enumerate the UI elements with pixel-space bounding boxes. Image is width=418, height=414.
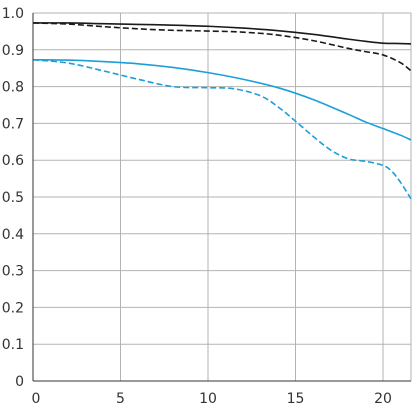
x-tick-label: 10 <box>199 391 217 407</box>
x-tick-label: 0 <box>32 391 41 407</box>
x-tick-label: 15 <box>287 391 305 407</box>
y-tick-label: 0.7 <box>2 116 24 132</box>
series-layer <box>32 22 412 200</box>
y-tick-label: 0.1 <box>2 337 24 353</box>
series-line-2 <box>32 22 412 72</box>
series-line-1 <box>32 22 412 45</box>
series-line-4 <box>32 58 412 200</box>
grid <box>33 12 412 381</box>
y-tick-label: 0.8 <box>2 80 24 96</box>
y-tick-label: 0.2 <box>2 300 24 316</box>
y-tick-label: 1.0 <box>2 6 24 22</box>
axes <box>32 13 411 382</box>
y-tick-label: 0 <box>15 374 24 390</box>
y-tick-label: 0.6 <box>2 153 24 169</box>
tick-labels: 0 0.1 0.2 0.3 0.4 0.5 0.6 0.7 0.8 0.9 1.0 0 5 10 15 20 <box>2 6 392 407</box>
x-tick-label: 20 <box>374 391 392 407</box>
y-tick-label: 0.3 <box>2 264 24 280</box>
series-line-3 <box>32 58 412 141</box>
y-tick-label: 0.5 <box>2 190 24 206</box>
y-tick-label: 0.9 <box>2 43 24 59</box>
y-tick-label: 0.4 <box>2 227 24 243</box>
x-tick-label: 5 <box>116 391 125 407</box>
